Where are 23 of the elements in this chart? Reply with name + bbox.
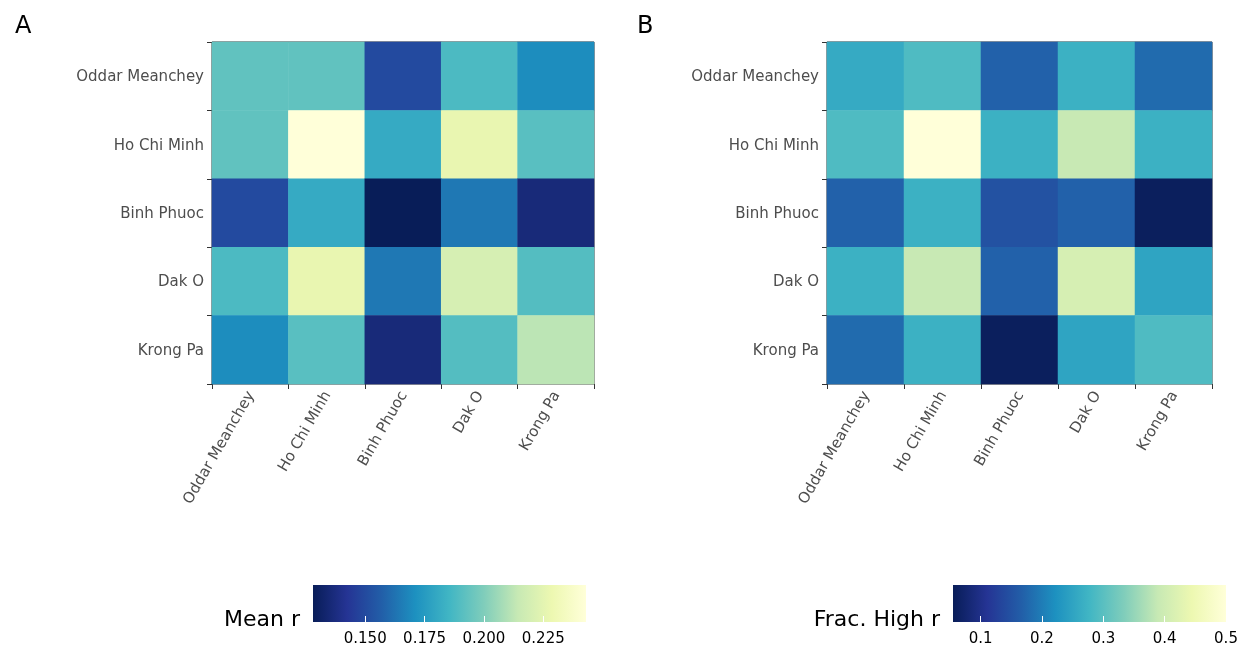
y-tick-label: Ho Chi Minh [728, 135, 819, 154]
y-tick-label: Krong Pa [752, 340, 819, 359]
color-bar-label: 0.4 [1152, 628, 1177, 647]
y-tick-label: Binh Phuoc [120, 204, 204, 222]
y-tick-label: Oddar Meanchey [691, 67, 820, 86]
color-bar-label: 0.150 [343, 628, 387, 647]
color-bar-label: 0.5 [1214, 628, 1238, 647]
chart-title: A [15, 11, 32, 39]
color-bar-label: 0.225 [521, 628, 565, 647]
y-tick-label: Krong Pa [137, 340, 204, 359]
y-tick-label: Dak O [772, 272, 819, 291]
chart-title: B [637, 11, 654, 39]
color-bar-title: Frac. High r [813, 605, 941, 631]
color-bar-label: 0.2 [1030, 628, 1054, 647]
color-bar-title: Mean r [224, 605, 301, 631]
color-bar-label: 0.175 [403, 628, 447, 647]
color-bar-label: 0.200 [462, 628, 506, 647]
y-tick-label: Oddar Meanchey [76, 67, 205, 86]
y-tick-label: Dak O [157, 272, 204, 291]
color-bar-label: 0.1 [968, 628, 993, 647]
color-bar-label: 0.3 [1091, 628, 1116, 647]
y-tick-label: Ho Chi Minh [113, 135, 204, 154]
y-tick-label: Binh Phuoc [735, 204, 819, 222]
